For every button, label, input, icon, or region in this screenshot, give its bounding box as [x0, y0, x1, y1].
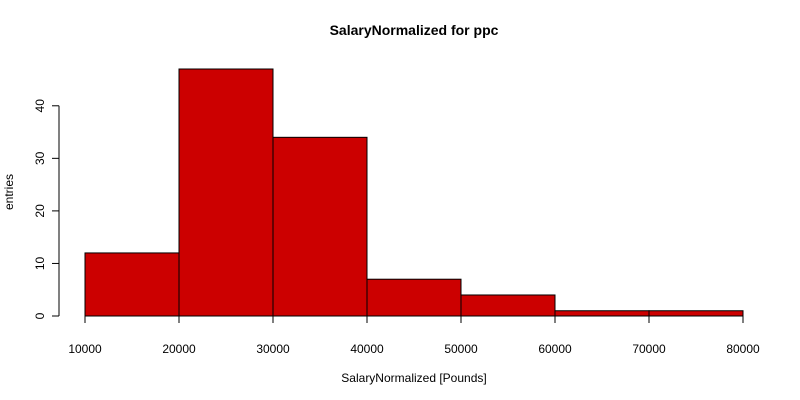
- x-tick-label-5: 60000: [538, 342, 572, 356]
- y-tick-label-3: 30: [33, 151, 47, 165]
- x-tick-label-1: 20000: [162, 342, 196, 356]
- histogram-bar-6: [648, 310, 744, 317]
- x-tick-label-2: 30000: [256, 342, 290, 356]
- x-tick-label-3: 40000: [350, 342, 384, 356]
- histogram-bar-1: [178, 68, 274, 317]
- x-tick-label-0: 10000: [68, 342, 102, 356]
- chart-title: SalaryNormalized for ppc: [330, 22, 499, 38]
- y-tick-label-4: 40: [33, 99, 47, 113]
- x-tick-label-4: 50000: [444, 342, 478, 356]
- x-axis: 10000 20000 30000 40000 50000 60000 70000 80000: [68, 315, 760, 356]
- y-axis: 0 10 20 30 40: [33, 99, 60, 319]
- histogram-bar-3: [366, 278, 462, 317]
- histogram-bar-4: [460, 294, 556, 317]
- y-tick-label-0: 0: [33, 312, 47, 319]
- x-tick-label-7: 80000: [726, 342, 760, 356]
- histogram-bar-2: [272, 136, 368, 317]
- histogram-bar-5: [554, 310, 650, 317]
- x-axis-label: SalaryNormalized [Pounds]: [341, 371, 486, 385]
- y-tick-label-1: 10: [33, 256, 47, 270]
- y-axis-label: entries: [2, 174, 16, 210]
- x-tick-label-6: 70000: [632, 342, 666, 356]
- y-tick-label-2: 20: [33, 204, 47, 218]
- histogram-bar-0: [84, 252, 180, 317]
- bars-group: [84, 68, 744, 317]
